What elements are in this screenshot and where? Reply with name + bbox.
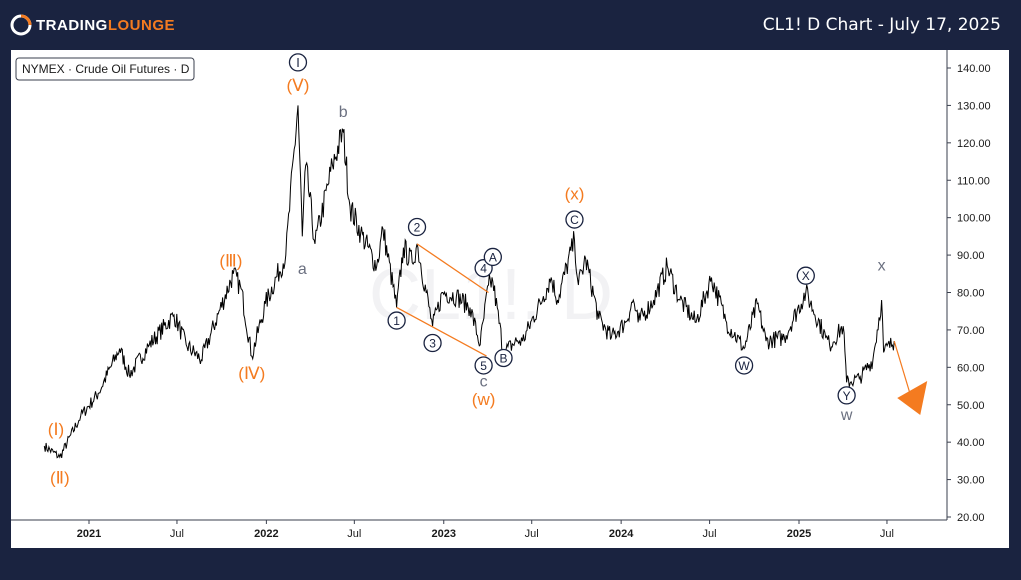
y-tick-label: 70.00 [957,325,985,337]
y-tick-label: 90.00 [957,250,985,262]
wave-label: 5 [480,359,487,373]
wave-label-circle [407,217,427,237]
y-tick-label: 130.00 [957,100,991,112]
wave-label: (Ⅳ) [238,364,265,383]
chart-panel[interactable]: CL1!, D 140.00 130.00 120.00 110.00 100.00 90.… [11,50,1009,548]
wave-label: Y [843,389,851,403]
channel-line [416,243,489,294]
wave-label: C [570,213,579,227]
x-tick-label: 2021 [77,528,101,540]
wave-label: (w) [472,390,496,409]
x-tick-label: 2023 [432,528,456,540]
wave-label: w [840,407,853,424]
wave-label: 4 [480,262,487,276]
wave-label-circle [734,356,754,375]
wave-label: a [298,261,307,278]
wave-label: Ⅰ [296,56,300,70]
y-tick-label: 80.00 [957,288,985,300]
wave-label: (Ⅴ) [286,76,309,95]
y-tick-label: 50.00 [957,400,985,412]
y-tick-label: 20.00 [957,512,985,524]
wave-label-circle [837,386,856,405]
price-chart[interactable]: CL1!, D140.00130.00120.00110.00100.0090.… [11,50,1009,548]
wave-label: X [802,269,810,283]
x-tick-label: Jul [170,528,184,540]
logo-mark-icon [10,14,32,36]
wave-label: 3 [429,337,436,351]
wave-label: (x) [565,184,585,203]
symbol-legend-box [15,57,195,81]
y-tick-label: 40.00 [957,437,985,449]
wave-label-circle [387,311,406,330]
wave-label-circle [565,210,584,229]
wave-label: (Ⅲ) [219,252,242,271]
header-bar: TRADINGLOUNGE CL1! D Chart - July 17, 20… [0,0,1021,50]
x-tick-label: Jul [880,528,894,540]
page-title: CL1! D Chart - July 17, 2025 [762,15,1001,35]
tradinglounge-logo: TRADINGLOUNGE [10,14,175,36]
wave-label-circle [474,356,493,375]
y-tick-label: 60.00 [957,362,985,374]
y-tick-label: 110.00 [957,175,990,187]
projection-arrowhead [897,381,928,416]
symbol-legend-label: NYMEX · Crude Oil Futures · D [22,62,190,76]
wave-label: x [878,257,886,274]
wave-label: (Ⅰ) [48,420,64,439]
y-tick-label: 120.00 [957,138,991,150]
wave-label: A [489,250,497,264]
wave-label-circle [288,53,308,72]
x-tick-label: 2024 [609,528,634,540]
wave-label: 2 [414,221,421,235]
wave-label-circle [494,348,513,368]
y-tick-label: 140.00 [957,63,991,75]
wave-label-circle [423,333,442,353]
price-series-line [43,105,895,459]
projection-line [893,340,913,402]
x-tick-label: Jul [347,528,361,540]
y-tick-label: 30.00 [957,475,985,487]
logo-wordmark: TRADINGLOUNGE [36,16,175,34]
wave-label: 1 [393,314,400,328]
x-tick-label: Jul [525,528,539,540]
wave-label-circle [483,247,502,267]
x-tick-label: 2022 [254,528,278,540]
x-tick-label: Jul [703,528,717,540]
wave-label: c [480,373,488,390]
wave-label: b [339,104,348,121]
x-tick-label: 2025 [787,528,811,540]
wave-label-circle [796,266,815,285]
channel-line [396,306,487,357]
y-tick-label: 100.00 [957,213,991,225]
wave-label: (Ⅱ) [50,469,70,488]
wave-label: W [738,359,750,373]
wave-label: B [500,351,508,365]
